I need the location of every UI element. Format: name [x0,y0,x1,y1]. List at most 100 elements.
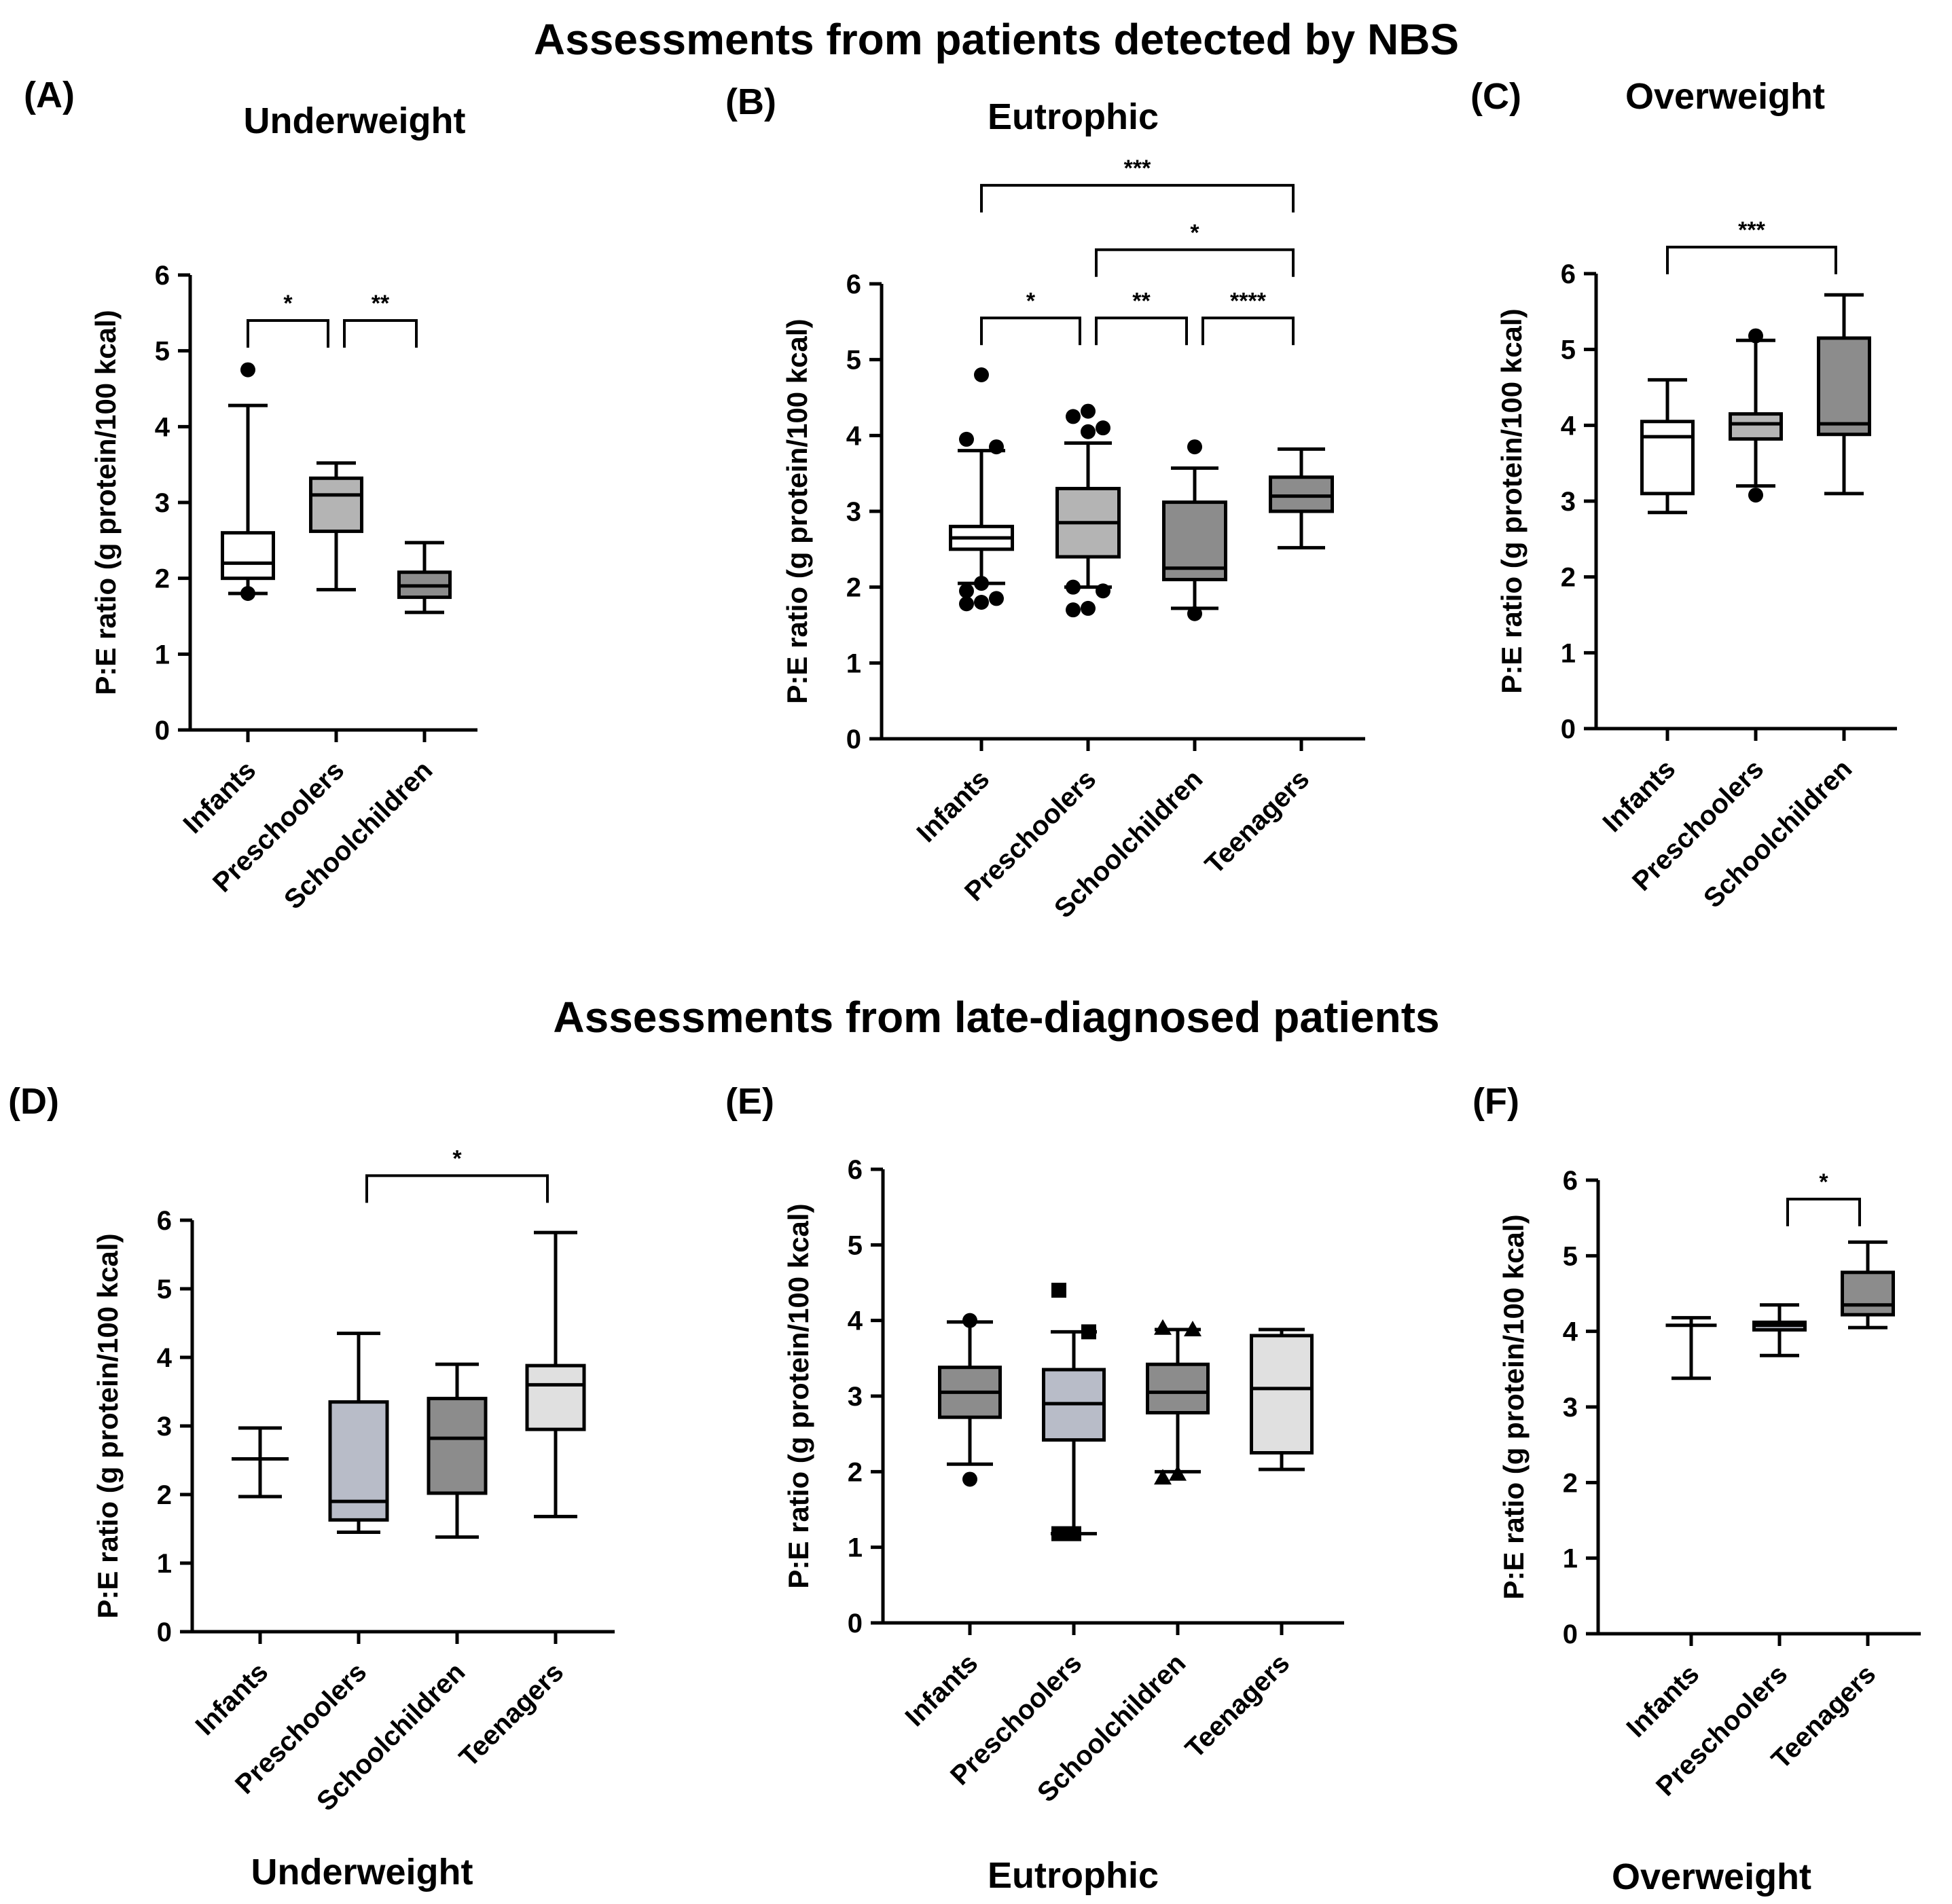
box-iqr [1841,1270,1895,1317]
outlier-point [1066,579,1081,595]
panel-title: Overweight [1625,76,1825,117]
outlier-point [1081,403,1096,419]
outlier-point [1081,424,1096,439]
significance-bracket [1201,316,1295,346]
box-iqr [1269,475,1334,513]
y-tick-label: 6 [1561,259,1576,289]
y-tick-label: 2 [846,573,861,603]
outlier-point [1051,1283,1066,1298]
y-tick-label: 3 [848,1382,863,1412]
significance-label: **** [1230,288,1267,314]
x-tick-label: Infants [178,755,262,839]
outlier-point [1187,606,1202,621]
outlier-point [959,596,974,612]
x-tick-label: Infants [1597,754,1682,838]
significance-label: * [1026,288,1036,314]
panel-b: (B) Eutrophic P:E ratio (g protein/100 k… [725,81,1365,924]
panel-label: (D) [8,1081,59,1122]
significance-bracket [1095,316,1188,346]
panel-title: Eutrophic [988,96,1159,137]
outlier-point [962,1471,977,1487]
box-iqr [309,476,363,533]
y-tick-label: 1 [1563,1544,1578,1574]
y-axis-label: P:E ratio (g protein/100 kcal) [90,310,122,695]
y-tick-label: 3 [846,497,861,527]
y-tick-label: 2 [848,1457,863,1487]
y-tick-label: 0 [1561,714,1576,744]
significance-bracket [343,319,418,348]
x-tick-label: Teenagers [1180,1648,1296,1764]
outlier-point [974,595,989,610]
y-axis-label: P:E ratio (g protein/100 kcal) [92,1233,124,1618]
y-axis-label: P:E ratio (g protein/100 kcal) [781,318,813,703]
panel-d: (D) Underweight P:E ratio (g protein/100… [8,1081,615,1892]
y-tick-label: 6 [157,1206,172,1236]
significance-label: * [1819,1169,1828,1195]
figure-title-top: Assessments from patients detected by NB… [534,15,1459,64]
panel-label: (E) [725,1081,774,1122]
y-tick-label: 0 [846,725,861,754]
y-tick-label: 0 [848,1609,863,1638]
y-tick-label: 1 [848,1533,863,1563]
panel-title: Underweight [243,100,465,141]
panel-label: (B) [725,81,776,122]
y-tick-label: 3 [1563,1393,1578,1423]
y-tick-label: 0 [157,1617,172,1647]
y-tick-label: 6 [848,1155,863,1185]
y-tick-label: 6 [1563,1166,1578,1196]
x-tick-label: Infants [1621,1659,1705,1743]
outlier-point [959,583,974,599]
x-tick-label: Infants [900,1648,984,1732]
y-tick-label: 3 [1561,487,1576,517]
significance-label: ** [1132,288,1151,314]
y-tick-label: 4 [846,421,862,451]
x-tick-label: Schoolchildren [278,755,438,915]
y-tick-label: 2 [155,564,170,594]
panel-label: (A) [24,75,75,115]
y-tick-label: 0 [155,716,170,746]
outlier-point [1096,583,1110,599]
significance-label: * [452,1146,462,1171]
y-tick-label: 6 [846,270,861,299]
x-tick-label: Infants [190,1657,274,1741]
outlier-point [1066,602,1081,618]
significance-bracket [980,183,1295,213]
outlier-point [1081,1324,1096,1340]
significance-label: ** [372,291,390,316]
y-tick-label: 6 [155,261,170,291]
box-iqr [427,1397,488,1495]
outlier-point [989,591,1004,606]
outlier-point [240,362,255,378]
panel-f: (F) Overweight P:E ratio (g protein/100 … [1472,1081,1921,1897]
significance-label: *** [1124,155,1151,181]
y-tick-label: 5 [848,1230,863,1260]
significance-bracket [1095,248,1295,277]
box-iqr [1729,412,1783,441]
significance-label: * [1190,220,1199,246]
figure-title-bottom: Assessments from late-diagnosed patients [553,993,1439,1042]
box-iqr [525,1363,586,1431]
y-axis-label: P:E ratio (g protein/100 kcal) [1498,1214,1530,1599]
outlier-point [1187,439,1202,455]
outlier-point [1154,1469,1172,1485]
box-iqr [1640,420,1695,496]
box-iqr [1817,336,1871,437]
outlier-point [1169,1465,1187,1481]
box-iqr [221,531,275,581]
x-axis-title: Overweight [1612,1856,1811,1897]
outlier-point [1748,488,1763,503]
y-tick-label: 5 [155,337,170,367]
y-tick-label: 3 [157,1412,172,1442]
x-tick-label: Infants [911,764,996,848]
panel-a: (A) Underweight P:E ratio (g protein/100… [24,75,477,915]
outlier-point [1081,600,1096,616]
y-tick-label: 5 [846,346,861,376]
y-tick-label: 4 [1563,1317,1578,1347]
outlier-point [959,431,974,447]
y-tick-label: 2 [1561,563,1576,593]
y-axis-label: P:E ratio (g protein/100 kcal) [1496,308,1528,693]
significance-bracket [365,1174,549,1203]
y-tick-label: 2 [157,1480,172,1510]
panel-label: (C) [1470,76,1521,117]
